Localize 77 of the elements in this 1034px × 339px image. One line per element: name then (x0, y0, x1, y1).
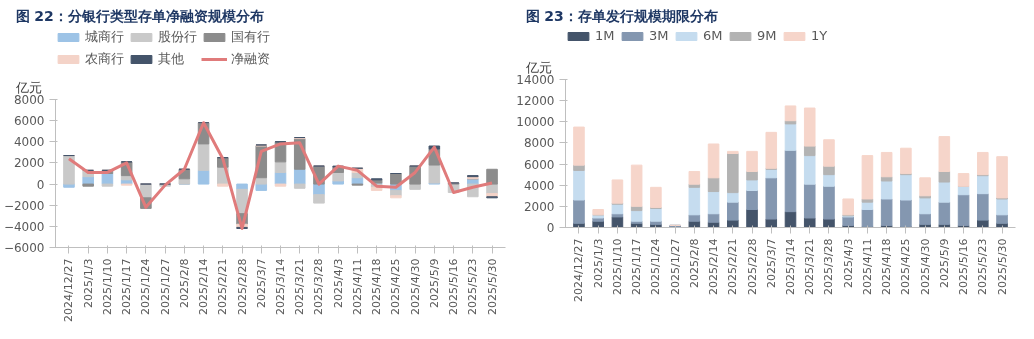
x-tick-label: 2025/5/16 (957, 238, 971, 295)
x-tick-label: 2025/5/23 (976, 238, 990, 295)
x-tick-label: 2025/3/7 (764, 238, 778, 288)
x-tick-label: 2025/4/30 (408, 258, 422, 315)
x-tick-label: 2025/4/3 (331, 258, 345, 308)
x-tick-label: 2025/2/8 (177, 258, 191, 308)
x-tick-label: 2025/1/27 (158, 258, 172, 315)
y-tick-label: 8000 (13, 93, 45, 107)
x-tick-label: 2025/5/30 (485, 258, 499, 315)
y-tick-label: 4000 (523, 178, 555, 193)
x-tick-label: 2025/4/18 (370, 258, 384, 315)
y-tick-label: 6000 (523, 157, 555, 172)
y-tick-label: 2000 (523, 199, 555, 214)
x-tick-label: 2025/4/25 (899, 238, 913, 295)
x-tick-label: 2025/1/17 (120, 258, 134, 315)
x-tick-label: 2025/4/18 (880, 238, 894, 295)
y-tick-label: 0 (546, 221, 555, 235)
legend-label: 9M (757, 28, 777, 43)
y-tick-label: −4000 (3, 219, 45, 234)
y-tick-label: 12000 (516, 94, 555, 109)
x-tick-label: 2025/2/21 (216, 258, 230, 315)
x-tick-label: 2025/1/27 (668, 238, 682, 295)
x-tick-label: 2025/2/28 (745, 238, 759, 295)
x-tick-label: 2025/3/28 (312, 258, 326, 315)
y-tick-label: 10000 (516, 115, 555, 130)
legend-label: 其他 (158, 50, 184, 68)
x-tick-label: 2025/1/10 (100, 258, 114, 315)
x-tick-label: 2025/3/7 (254, 258, 268, 308)
y-tick-label: 6000 (13, 114, 45, 129)
x-tick-label: 2025/4/11 (350, 258, 364, 315)
legend-label: 国有行 (231, 28, 270, 46)
x-tick-label: 2025/2/14 (707, 238, 721, 295)
y-axis-title: 亿元 (524, 59, 552, 75)
x-tick-label: 2025/5/30 (995, 238, 1009, 295)
legend-label: 农商行 (85, 50, 124, 68)
y-tick-label: 14000 (516, 73, 555, 87)
x-tick-label: 2025/2/8 (687, 238, 701, 288)
x-tick-label: 2025/3/28 (822, 238, 836, 295)
x-tick-label: 2025/4/11 (860, 238, 874, 295)
x-tick-label: 2025/3/21 (293, 258, 307, 315)
y-axis-title: 亿元 (14, 79, 42, 95)
legend-label: 城商行 (85, 28, 124, 46)
x-tick-label: 2025/4/3 (841, 238, 855, 288)
x-tick-label: 2024/12/27 (62, 258, 76, 322)
y-tick-label: 4000 (13, 135, 45, 150)
legend-label: 3M (649, 28, 669, 43)
x-tick-label: 2025/5/23 (466, 258, 480, 315)
x-tick-label: 2025/5/9 (427, 258, 441, 308)
x-tick-label: 2025/4/25 (389, 258, 403, 315)
x-tick-label: 2025/3/14 (274, 258, 287, 315)
y-tick-label: 2000 (13, 156, 45, 171)
x-tick-label: 2025/1/3 (81, 258, 95, 308)
y-tick-label: 0 (36, 177, 45, 192)
chart-title: 图 23：存单发行规模期限分布 (525, 7, 718, 24)
chart-title: 图 22：分银行类型存单净融资规模分布 (15, 7, 264, 24)
x-tick-label: 2025/1/3 (591, 238, 605, 288)
x-tick-label: 2025/1/24 (649, 238, 663, 295)
legend-label: 1M (595, 28, 615, 43)
x-tick-label: 2025/2/28 (235, 258, 249, 315)
x-tick-label: 2025/5/9 (937, 238, 951, 288)
legend-label: 1Y (811, 28, 829, 43)
x-tick-label: 2025/5/16 (447, 258, 461, 315)
legend-label: 净融资 (231, 50, 270, 68)
x-tick-label: 2025/1/24 (139, 258, 153, 315)
legend-label: 股份行 (158, 28, 197, 46)
x-tick-label: 2025/3/14 (784, 238, 797, 295)
x-tick-label: 2025/1/17 (630, 238, 644, 295)
legend-label: 6M (703, 28, 723, 43)
x-tick-label: 2025/3/21 (803, 238, 817, 295)
x-tick-label: 2025/2/14 (197, 258, 211, 315)
x-tick-label: 2025/4/30 (918, 238, 932, 295)
y-tick-label: −2000 (3, 198, 45, 213)
x-tick-label: 2025/2/21 (726, 238, 740, 295)
y-tick-label: 8000 (523, 136, 555, 151)
x-tick-label: 2025/1/10 (610, 238, 624, 295)
x-tick-label: 2024/12/27 (572, 238, 586, 302)
y-tick-label: −6000 (3, 241, 45, 255)
